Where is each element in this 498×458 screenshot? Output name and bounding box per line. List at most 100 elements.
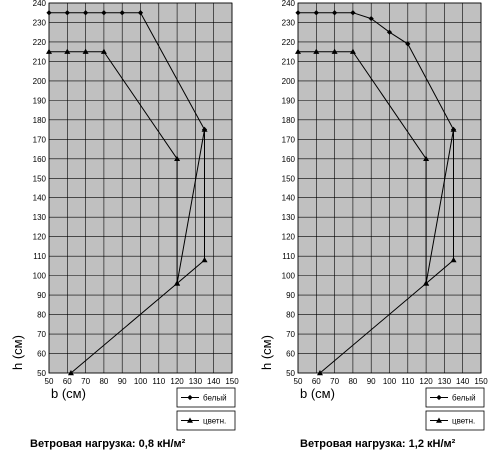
data-point-colored [46, 48, 52, 54]
y-tick-label: 170 [33, 135, 47, 144]
plot-border [48, 2, 233, 374]
y-tick-label: 90 [37, 291, 46, 300]
x-tick-label: 70 [330, 377, 339, 386]
x-tick-label: 140 [456, 377, 470, 386]
chart-caption: Ветровая нагрузка: 0,8 кН/м² [30, 438, 186, 450]
x-tick-label: 110 [401, 377, 414, 386]
data-point-colored [450, 126, 457, 132]
y-tick-label: 100 [33, 272, 47, 281]
x-tick-label: 150 [225, 377, 239, 386]
y-tick-label: 120 [33, 233, 47, 242]
y-tick-label: 120 [282, 233, 296, 242]
x-tick-label: 90 [367, 377, 376, 386]
y-tick-label: 200 [282, 77, 296, 86]
y-tick-label: 170 [282, 135, 296, 144]
x-tick-label: 110 [152, 377, 165, 386]
data-point-colored [174, 155, 181, 161]
y-tick-label: 220 [33, 38, 47, 47]
data-point-white [405, 41, 411, 47]
data-point-colored [64, 48, 71, 54]
y-tick-label: 230 [33, 18, 47, 27]
y-tick-label: 80 [37, 311, 46, 320]
data-point-colored [331, 48, 338, 54]
data-point-colored [423, 280, 430, 286]
data-point-white [137, 10, 144, 16]
data-point-white [368, 15, 374, 22]
data-point-white [119, 10, 125, 16]
x-tick-label: 150 [474, 377, 488, 386]
y-tick-label: 150 [282, 174, 296, 183]
y-tick-label: 50 [286, 369, 295, 378]
x-tick-label: 60 [312, 377, 321, 386]
y-tick-label: 200 [33, 77, 47, 86]
y-tick-label: 240 [33, 0, 47, 8]
y-tick-label: 210 [33, 57, 47, 66]
x-axis-label: b (см) [51, 386, 86, 401]
data-point-white [350, 10, 356, 16]
legend-label: белый [203, 394, 227, 403]
y-tick-label: 220 [282, 38, 296, 47]
y-tick-label: 100 [282, 272, 296, 281]
data-point-white [101, 10, 107, 16]
data-point-colored [67, 370, 74, 376]
y-tick-label: 180 [282, 116, 296, 125]
legend-box [176, 410, 236, 431]
legend-box [176, 387, 236, 408]
y-tick-label: 80 [286, 311, 295, 320]
y-tick-label: 140 [282, 194, 296, 203]
x-tick-label: 80 [99, 377, 108, 386]
data-point-colored [349, 48, 356, 54]
y-tick-label: 70 [37, 330, 46, 339]
series-line-colored [298, 51, 454, 374]
y-tick-label: 110 [282, 252, 295, 261]
x-tick-label: 50 [45, 377, 54, 386]
y-tick-label: 130 [33, 213, 47, 222]
data-point-white [386, 29, 393, 35]
legend: белый цветн. [425, 387, 485, 431]
y-tick-label: 190 [33, 96, 47, 105]
y-tick-label: 150 [33, 174, 47, 183]
x-tick-label: 100 [383, 377, 397, 386]
y-tick-label: 160 [282, 155, 296, 164]
x-axis-label: b (см) [300, 386, 335, 401]
data-point-colored [174, 280, 181, 286]
y-tick-label: 110 [33, 252, 46, 261]
data-point-colored [201, 257, 208, 263]
series-line-white [298, 12, 454, 130]
y-axis-label: h (см) [259, 335, 274, 370]
y-tick-label: 70 [286, 330, 295, 339]
series-line-colored [49, 51, 205, 374]
chart-left: 50 60 70 80 90 100 110 120 130 140 150 50 60 70 80 90 10… [10, 0, 239, 450]
data-point-colored [423, 155, 430, 161]
legend-label: белый [452, 394, 476, 403]
data-point-colored [450, 257, 457, 263]
data-point-colored [82, 48, 89, 54]
y-tick-label: 160 [33, 155, 47, 164]
legend-marker-diamond [436, 394, 442, 401]
y-tick-label: 60 [286, 350, 295, 359]
data-point-colored [316, 370, 323, 376]
y-tick-label: 230 [282, 18, 296, 27]
data-point-white [64, 10, 70, 16]
data-point-white [83, 10, 89, 16]
data-point-white [313, 10, 319, 16]
plot-border [297, 2, 482, 374]
x-tick-label: 60 [63, 377, 72, 386]
x-tick-label: 130 [189, 377, 203, 386]
data-point-colored [313, 48, 320, 54]
data-point-colored [201, 126, 208, 132]
legend-marker-triangle [187, 417, 193, 423]
data-point-white [295, 10, 301, 16]
x-tick-label: 50 [294, 377, 303, 386]
y-tick-label: 210 [282, 57, 296, 66]
x-tick-label: 140 [207, 377, 221, 386]
data-point-white [332, 10, 338, 16]
y-axis-label: h (см) [10, 335, 25, 370]
y-tick-label: 180 [33, 116, 47, 125]
legend-label: цветн. [452, 417, 475, 426]
x-tick-label: 80 [348, 377, 357, 386]
y-tick-label: 60 [37, 350, 46, 359]
data-point-colored [100, 48, 107, 54]
x-tick-label: 120 [419, 377, 433, 386]
